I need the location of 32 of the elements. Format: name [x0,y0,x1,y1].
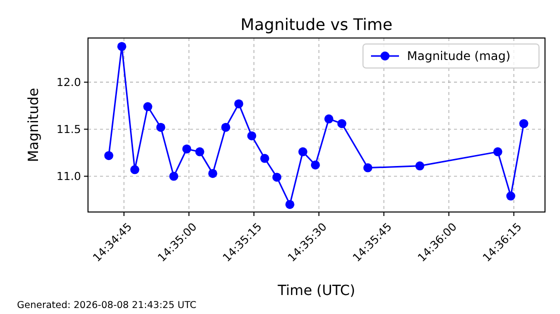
point [415,161,424,170]
point [298,147,308,156]
point [310,160,320,170]
chart-title: Magnitude vs Time [240,15,392,34]
point [247,131,256,140]
y-axis-title: Magnitude [26,88,42,162]
point [104,151,114,160]
point [260,154,270,163]
point [208,168,218,178]
legend-label: Magnitude (mag) [407,49,510,64]
x-axis-title: Time (UTC) [276,283,356,299]
point [117,42,126,51]
point [272,172,282,182]
point [285,200,294,209]
y-tick-label: 11.0 [56,170,81,184]
point [234,99,244,108]
point [506,192,516,200]
point [143,102,152,112]
point [519,119,528,128]
text: Generated: 2026-08-08 21:43:25 UTC [17,300,197,311]
y-tick-label: 12.0 [56,76,81,90]
point [324,114,334,124]
point [169,172,178,181]
point [156,122,166,132]
point [130,165,140,174]
point [182,144,192,154]
point [195,147,204,156]
point [221,122,230,132]
point [363,163,372,172]
point [337,119,346,128]
point [493,147,502,156]
y-tick-label: 11.5 [56,123,81,136]
